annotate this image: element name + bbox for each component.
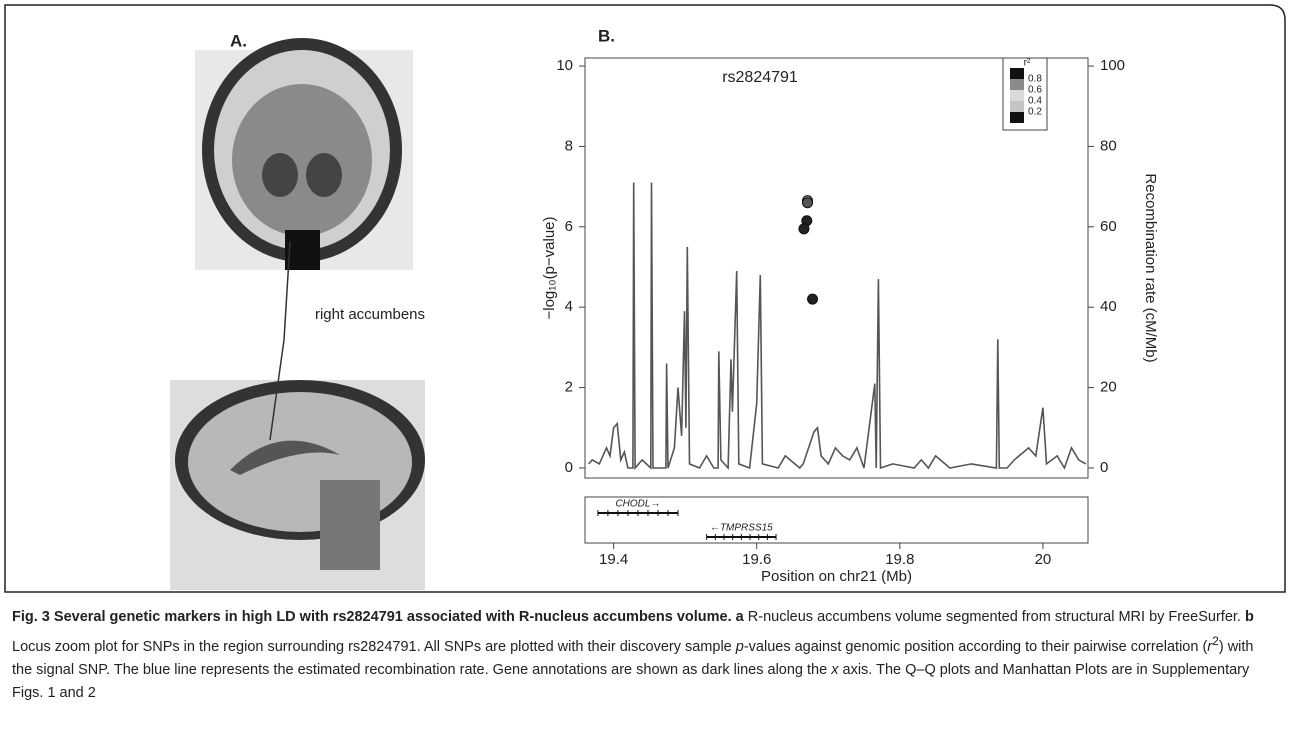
x-tick-label: 19.4 [599,551,628,568]
caption-text: -values against genomic position accordi… [744,638,1207,654]
y2-tick-label: 60 [1100,218,1117,235]
caption-text: R-nucleus accumbens volume segmented fro… [748,609,1241,625]
recombination-line [589,183,1086,468]
legend-swatch [1010,112,1024,123]
x-tick-label: 19.8 [885,551,914,568]
caption-part: a [736,609,744,625]
caption-part: b [1245,609,1254,625]
annotation: right accumbens [315,306,425,323]
legend-swatch [1010,101,1024,112]
y-tick-label: 10 [556,57,573,74]
caption-title: Fig. 3 Several genetic markers in high L… [12,609,732,625]
y2-axis-title: Recombination rate (cM/Mb) [1142,173,1159,362]
chart-title: rs2824791 [722,69,798,86]
y2-tick-label: 40 [1100,298,1117,315]
y-tick-label: 2 [565,379,573,396]
x-tick-label: 19.6 [742,551,771,568]
legend-label: 0.2 [1028,107,1042,118]
snp-point [799,224,809,234]
x-axis-title: Position on chr21 (Mb) [761,568,912,585]
legend-swatch [1010,79,1024,90]
caption-text: Locus zoom plot for SNPs in the region s… [12,638,732,654]
legend-label: 0.6 [1028,85,1042,96]
y2-tick-label: 20 [1100,379,1117,396]
panel-label: B. [598,26,615,45]
mri-coronal [195,38,413,270]
y-axis-title: −log₁₀(p−value) [541,216,558,319]
mri-sagittal [170,380,425,590]
y-tick-label: 0 [565,459,573,476]
caption: Fig. 3 Several genetic markers in high L… [12,606,1274,706]
legend-swatch [1010,68,1024,79]
caption-italic: p [736,638,744,654]
caption-sup: 2 [1212,634,1219,648]
x-tick-label: 20 [1035,551,1052,568]
snp-point [803,198,813,208]
legend-title: r² [1024,58,1031,69]
legend-label: 0.8 [1028,74,1042,85]
page: A. right accumbens B. 024681002040608010… [0,0,1290,755]
gene-label: CHODL→ [615,499,660,510]
panel-label: A. [230,31,247,50]
legend-label: 0.4 [1028,96,1042,107]
caption-italic: x [831,662,838,678]
y2-tick-label: 80 [1100,137,1117,154]
y2-tick-label: 0 [1100,459,1108,476]
snp-point [808,294,818,304]
figure: A. right accumbens B. 024681002040608010… [0,0,1290,600]
y-tick-label: 4 [565,298,573,315]
y2-tick-label: 100 [1100,57,1125,74]
y-tick-label: 8 [565,137,573,154]
legend-swatch [1010,90,1024,101]
y-tick-label: 6 [565,218,573,235]
gene-label: ←TMPRSS15 [710,523,773,534]
